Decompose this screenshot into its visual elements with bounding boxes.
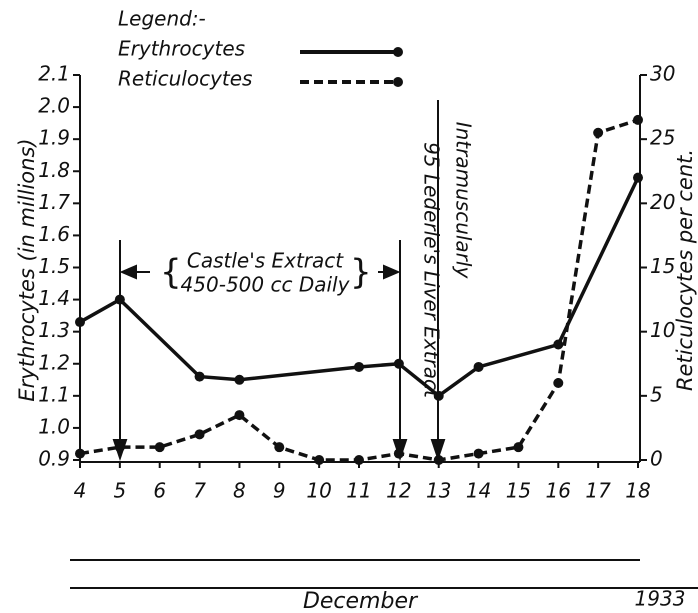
x-tick-label: 18 — [625, 479, 650, 503]
y-tick-label: 1.9 — [38, 126, 70, 150]
x-tick-label: 11 — [346, 479, 371, 503]
point — [433, 455, 444, 465]
x-tick-label: 5 — [113, 479, 126, 503]
y-axis-label: Erythrocytes (in millions) — [15, 138, 39, 401]
x-tick-label: 14 — [466, 479, 491, 503]
point — [354, 361, 364, 372]
series-line — [79, 176, 640, 399]
annotation: 450-500 cc Daily — [181, 273, 351, 297]
point — [114, 294, 125, 305]
annotation: Castle's Extract — [187, 249, 344, 273]
point — [633, 114, 643, 125]
y-tick-label: 1.0 — [38, 414, 70, 438]
x-tick-label: 17 — [585, 479, 611, 503]
x-tick-label: 15 — [506, 479, 531, 503]
legend-marker — [393, 77, 403, 87]
point — [354, 455, 364, 465]
annotation: Intramuscularly — [452, 122, 476, 280]
point — [393, 448, 404, 459]
point — [194, 429, 205, 440]
y-tick-label: 2.0 — [38, 94, 70, 118]
y-tick-label: 1.2 — [38, 350, 70, 374]
point — [633, 172, 643, 183]
x-tick-label: 9 — [273, 479, 286, 503]
x-axis-label: December — [303, 589, 419, 613]
y-tick-label: 2.1 — [38, 62, 70, 86]
point — [393, 358, 404, 369]
y-tick-label: 1.1 — [38, 382, 70, 406]
year-label: 1933 — [635, 587, 686, 611]
point — [234, 374, 245, 385]
y2-tick-label: 0 — [650, 447, 663, 471]
point — [433, 390, 444, 401]
y2-tick-label: 30 — [650, 62, 675, 86]
y2-axis-label: Reticulocytes per cent. — [673, 149, 697, 391]
point — [75, 448, 85, 459]
point — [314, 455, 325, 465]
y-tick-label: 1.4 — [38, 286, 70, 310]
y2-tick-label: 10 — [650, 318, 675, 342]
point — [593, 127, 604, 138]
point — [473, 361, 484, 372]
y-tick-label: 1.7 — [38, 190, 70, 214]
x-tick-label: 16 — [546, 479, 571, 503]
x-tick-label: 12 — [386, 479, 411, 503]
y-tick-label: 1.6 — [38, 222, 70, 246]
y2-tick-label: 20 — [650, 190, 675, 214]
legend-label: Erythrocytes — [118, 37, 245, 61]
y-tick-label: 1.8 — [38, 158, 70, 182]
point — [553, 378, 564, 388]
x-tick-label: 10 — [306, 479, 331, 503]
point — [75, 317, 85, 328]
point — [473, 448, 484, 459]
svg-text:}: } — [350, 253, 372, 293]
annotation: 95 Lederle's Liver Extract — [420, 142, 444, 399]
y-tick-label: 0.9 — [38, 447, 70, 471]
x-tick-label: 8 — [233, 479, 246, 503]
point — [194, 371, 205, 382]
point — [274, 442, 285, 453]
point — [513, 442, 524, 453]
y2-tick-label: 15 — [650, 254, 675, 278]
legend-title: Legend:- — [118, 7, 206, 31]
x-tick-label: 4 — [74, 479, 87, 503]
y2-tick-label: 5 — [650, 382, 663, 406]
y2-tick-label: 25 — [650, 126, 675, 150]
x-tick-label: 6 — [153, 479, 166, 503]
point — [553, 339, 564, 350]
x-tick-label: 7 — [193, 479, 206, 503]
svg-text:{: { — [160, 253, 182, 293]
legend-marker — [393, 47, 403, 57]
legend-label: Reticulocytes — [118, 67, 252, 91]
x-tick-label: 13 — [426, 479, 451, 503]
y-tick-label: 1.3 — [38, 318, 70, 342]
y-tick-label: 1.5 — [38, 254, 70, 278]
point — [114, 442, 125, 453]
point — [234, 410, 245, 421]
point — [154, 442, 165, 453]
